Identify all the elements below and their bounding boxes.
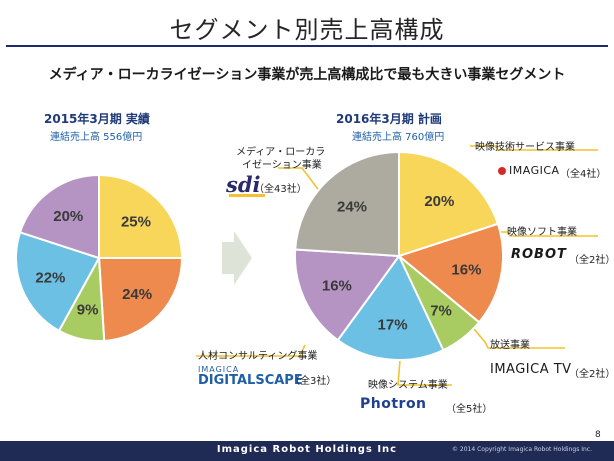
photron-logo: Photron [360,396,427,412]
pie-2015-slice-4 [18,173,100,260]
pie-2015-label-4: 20% [53,208,83,225]
pie-2015-slice-1 [97,257,184,342]
callout-media-name-line1: メディア・ローカラ [236,147,326,158]
callout-soft-name: 映像ソフト事業 [507,227,577,238]
footer-bar [0,441,614,461]
pie-2016-slice-0 [398,150,500,258]
callout-line-system [397,359,452,386]
pie-2016-label-5: 24% [337,198,367,215]
robot-logo: ROBOT [511,247,567,262]
pie-2016-slice-5 [294,150,400,258]
callout-broadcast-count: （全2社） [569,369,614,380]
slide-subtitle: メディア・ローカライゼーション事業が売上高構成比で最も大きい事業セグメント [48,67,566,83]
callout-line-soft [498,231,598,237]
right-arrow-icon [222,231,252,285]
ids-logo-line2: DIGITALSCAPE [198,373,303,389]
pie-2016: 20% 16% 7% 17% 16% 24% [294,150,504,361]
callout-media-count: （全43社） [254,184,307,195]
imagica-logo-text: IMAGICA [509,164,560,177]
footer-brand: Imagica Robot Holdings Inc [216,444,398,455]
callout-line-tech [470,145,598,151]
callout-tech-count: （全4社） [560,169,607,180]
title-divider [6,45,608,47]
pie-2016-slice-1 [396,222,504,324]
callout-soft-count: （全2社） [569,255,614,266]
callout-hr-count: （全3社） [290,376,337,387]
pie-2016-label-1: 16% [451,261,481,278]
imagica-digitalscape-logo: IMAGICA DIGITALSCAPE [198,365,303,389]
pie-2015-label-1: 24% [122,286,152,303]
pie-2015-slice-0 [98,173,184,259]
callout-lines [196,145,598,386]
callout-line-broadcast [467,321,565,349]
pie-2015-label-2: 9% [77,301,99,318]
imagica-logo: IMAGICA [498,164,560,177]
pie-2016-label-3: 17% [378,317,408,334]
slide-title: セグメント別売上高構成 [169,16,445,44]
pie-2016-slice-4 [294,248,401,342]
pie-2015-label-0: 25% [121,213,151,230]
footer-copyright: © 2014 Copyright Imagica Robot Holdings … [452,446,593,453]
sdi-logo-underline [229,194,265,197]
pie-2015-label-3: 22% [35,270,65,287]
callout-hr-name: 人材コンサルティング事業 [198,351,318,362]
pie-2016-label-0: 20% [424,193,454,210]
sdi-logo: sdi [226,172,261,197]
pie-2016-label-4: 16% [322,278,352,295]
pie-2016-label-2: 7% [430,303,452,320]
pie-2016-subtitle: 連結売上高 760億円 [352,132,445,143]
pie-2016-slice-3 [336,254,445,361]
callout-system-count: （全5社） [446,404,493,415]
pie-2015-title: 2015年3月期 実績 [44,112,150,126]
ids-logo-line1: IMAGICA [198,365,240,374]
pie-2015: 25% 24% 9% 22% 20% [15,173,184,342]
pie-2015-subtitle: 連結売上高 556億円 [50,132,143,143]
imagica-mark-icon [498,167,506,175]
callout-system-name: 映像システム事業 [368,380,448,391]
pie-2015-slice-3 [15,231,101,333]
callout-tech-name: 映像技術サービス事業 [475,142,575,153]
imagica-tv-logo: IMAGICA TV [490,362,572,377]
callout-broadcast-name: 放送事業 [490,340,530,351]
page-number: 8 [595,430,601,440]
pie-2016-title: 2016年3月期 計画 [336,112,442,126]
callout-media-name-line2: イゼーション事業 [242,160,322,171]
callout-line-hr [196,344,306,357]
